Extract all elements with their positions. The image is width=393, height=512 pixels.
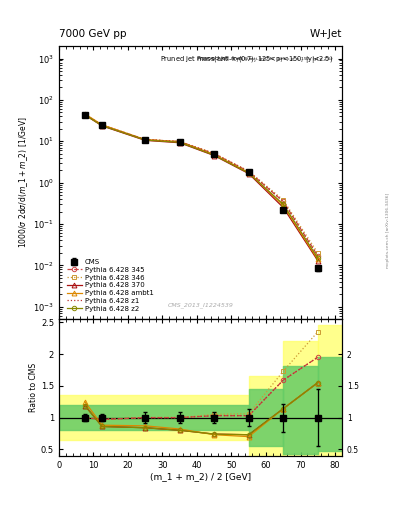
Pythia 6.428 z1	[212, 151, 217, 157]
Line: Pythia 6.428 370: Pythia 6.428 370	[83, 113, 320, 263]
Legend: CMS, Pythia 6.428 345, Pythia 6.428 346, Pythia 6.428 370, Pythia 6.428 ambt1, P: CMS, Pythia 6.428 345, Pythia 6.428 346,…	[65, 258, 155, 313]
Pythia 6.428 346	[177, 139, 182, 145]
Line: Pythia 6.428 z1: Pythia 6.428 z1	[85, 115, 318, 256]
Pythia 6.428 345	[100, 122, 105, 128]
Pythia 6.428 346	[83, 112, 87, 118]
Pythia 6.428 z2	[83, 112, 87, 118]
Pythia 6.428 z2	[316, 255, 320, 261]
Line: Pythia 6.428 z2: Pythia 6.428 z2	[83, 113, 320, 260]
Pythia 6.428 370	[177, 140, 182, 146]
Pythia 6.428 370	[83, 112, 87, 118]
Pythia 6.428 z2	[281, 201, 286, 207]
Pythia 6.428 370	[281, 204, 286, 210]
Pythia 6.428 370	[212, 153, 217, 159]
Pythia 6.428 370	[143, 137, 148, 143]
Pythia 6.428 346	[143, 137, 148, 143]
Text: mcplots.cern.ch [arXiv:1306.3436]: mcplots.cern.ch [arXiv:1306.3436]	[386, 193, 390, 268]
Pythia 6.428 ambt1	[83, 111, 87, 117]
Pythia 6.428 z1	[83, 112, 87, 118]
Pythia 6.428 ambt1	[212, 152, 217, 158]
Pythia 6.428 346	[316, 250, 320, 256]
Pythia 6.428 346	[212, 151, 217, 157]
Pythia 6.428 370	[246, 170, 251, 177]
Pythia 6.428 z2	[212, 152, 217, 158]
Line: Pythia 6.428 346: Pythia 6.428 346	[83, 113, 320, 255]
Pythia 6.428 z1	[246, 168, 251, 175]
Pythia 6.428 z1	[316, 253, 320, 259]
Text: 7000 GeV pp: 7000 GeV pp	[59, 29, 127, 39]
Y-axis label: $1000/\sigma\ 2\mathrm{d}\sigma/\mathrm{d}(m\_1 + m\_2)\ [1/\mathrm{GeV}]$: $1000/\sigma\ 2\mathrm{d}\sigma/\mathrm{…	[18, 117, 30, 248]
Pythia 6.428 345	[177, 139, 182, 145]
Y-axis label: Ratio to CMS: Ratio to CMS	[29, 363, 38, 412]
Pythia 6.428 z1	[281, 198, 286, 204]
Pythia 6.428 346	[281, 197, 286, 203]
Pythia 6.428 345	[83, 112, 87, 118]
Pythia 6.428 346	[246, 168, 251, 174]
Pythia 6.428 370	[316, 258, 320, 264]
Line: Pythia 6.428 ambt1: Pythia 6.428 ambt1	[83, 112, 320, 262]
Pythia 6.428 345	[212, 151, 217, 157]
Pythia 6.428 370	[100, 123, 105, 129]
Pythia 6.428 z1	[177, 139, 182, 145]
Pythia 6.428 z1	[143, 137, 148, 143]
Pythia 6.428 345	[246, 168, 251, 175]
Pythia 6.428 ambt1	[143, 137, 148, 143]
Pythia 6.428 z2	[246, 170, 251, 176]
Pythia 6.428 345	[281, 198, 286, 204]
Pythia 6.428 z2	[143, 137, 148, 143]
Pythia 6.428 z2	[100, 122, 105, 129]
X-axis label: (m_1 + m_2) / 2 [GeV]: (m_1 + m_2) / 2 [GeV]	[150, 472, 251, 481]
Pythia 6.428 ambt1	[100, 122, 105, 128]
Pythia 6.428 346	[100, 122, 105, 128]
Text: Pruned jet mass(anti-k$_T$(0.7), 125<p$_T$<150, |y|<2.5): Pruned jet mass(anti-k$_T$(0.7), 125<p$_…	[160, 54, 333, 65]
Pythia 6.428 ambt1	[281, 202, 286, 208]
Pythia 6.428 345	[143, 137, 148, 143]
Pythia 6.428 z2	[177, 139, 182, 145]
Pythia 6.428 ambt1	[316, 256, 320, 262]
Pythia 6.428 z1	[100, 122, 105, 128]
Text: W+Jet: W+Jet	[310, 29, 342, 39]
Pythia 6.428 345	[316, 253, 320, 259]
Line: Pythia 6.428 345: Pythia 6.428 345	[83, 113, 320, 258]
Pythia 6.428 ambt1	[246, 169, 251, 176]
Text: Pruned jet mass$_{\mathregular{(anti\text{-}k_T(0.7),\ 125<p_T<150,\ |y|<2.5)}}$: Pruned jet mass$_{\mathregular{(anti\tex…	[196, 54, 333, 64]
Text: CMS_2013_I1224539: CMS_2013_I1224539	[167, 303, 233, 308]
Pythia 6.428 ambt1	[177, 139, 182, 145]
